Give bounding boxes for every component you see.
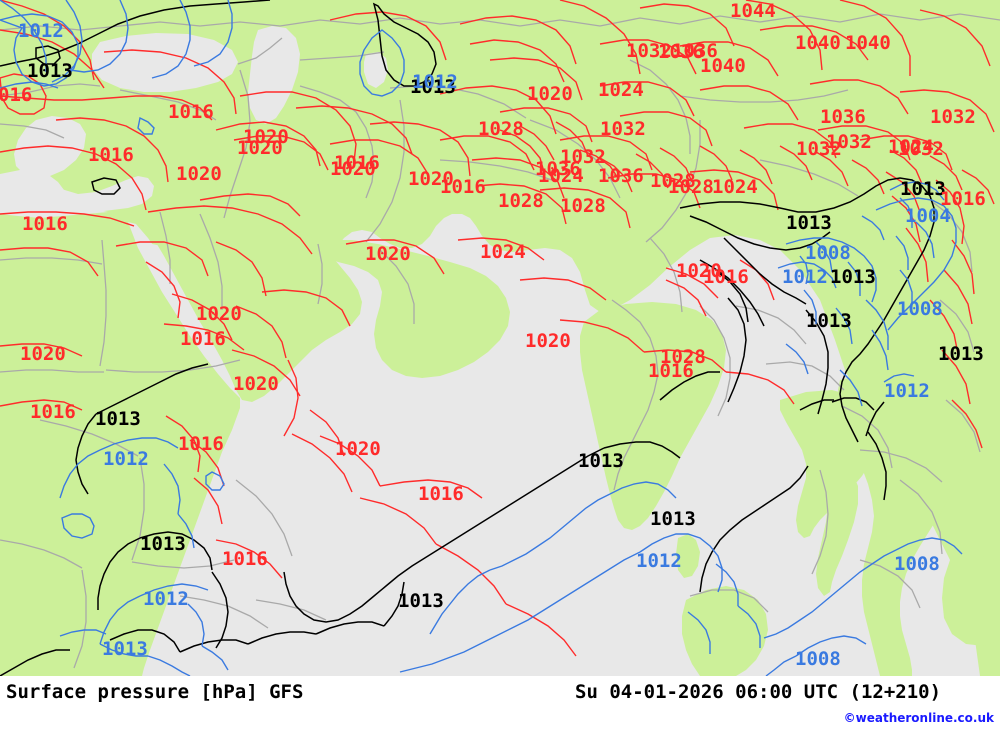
country-borders-layer [0, 13, 1000, 669]
isobar-label-1016-57: 1016 [180, 328, 226, 350]
isobar-label-1036-34: 1036 [598, 165, 644, 187]
isobar-label-1020-62: 1020 [335, 438, 381, 460]
isobar-label-1040-16: 1040 [845, 32, 891, 54]
isobar-label-1020-21: 1020 [237, 137, 283, 159]
isobar-label-1020-58: 1020 [233, 373, 279, 395]
isobar-label-1020-5: 1020 [243, 126, 289, 148]
isobar-label-1020-61: 1020 [525, 330, 571, 352]
isobar-label-1024-60: 1024 [480, 241, 526, 263]
isobar-label-1040-17: 1040 [700, 55, 746, 77]
isobar-label-1013-45: 1013 [786, 212, 832, 234]
isobars-1013-layer [0, 0, 935, 676]
isobar-label-1013-8: 1013 [410, 76, 456, 98]
isobar-label-1013-74: 1013 [650, 508, 696, 530]
isobar-label-1020-23: 1020 [330, 158, 376, 180]
isobar-label-1016-54: 1016 [648, 360, 694, 382]
isobar-label-1012-55: 1012 [884, 380, 930, 402]
isobar-label-1016-43: 1016 [940, 188, 986, 210]
isobar-label-1020-64: 1020 [20, 343, 66, 365]
isobar-label-1020-52: 1020 [676, 260, 722, 282]
isobar-label-1032-31: 1032 [600, 118, 646, 140]
isobar-label-1012-67: 1012 [103, 448, 149, 470]
isobar-label-1013-1: 1013 [27, 60, 73, 82]
isobar-label-1044-14: 1044 [730, 0, 776, 22]
isobar-label-1012-47: 1012 [782, 266, 828, 288]
isobar-label-1016-63: 1016 [418, 483, 464, 505]
isobar-label-1008-49: 1008 [897, 298, 943, 320]
isobar-label-1016-4: 1016 [88, 144, 134, 166]
isobar-label-1040-15: 1040 [795, 32, 841, 54]
isobar-label-1036-19: 1036 [820, 106, 866, 128]
isobar-label-1016-71: 1016 [222, 548, 268, 570]
isobar-label-1013-50: 1013 [806, 310, 852, 332]
isobar-label-1016-3: 1016 [168, 101, 214, 123]
isobar-label-1036-18: 1036 [658, 41, 704, 63]
isobar-label-1016-68: 1016 [178, 433, 224, 455]
isobar-label-1016-22: 1016 [334, 152, 380, 174]
isobar-label-1028-28: 1028 [668, 176, 714, 198]
isobar-label-1032-32: 1032 [560, 146, 606, 168]
isobar-label-1028-30: 1028 [478, 118, 524, 140]
isobar-label-1024-33: 1024 [538, 165, 584, 187]
isobar-label-1020-56: 1020 [196, 303, 242, 325]
isobar-label-1012-0: 1012 [18, 20, 64, 42]
isobar-label-1008-46: 1008 [805, 242, 851, 264]
isobar-label-016-2: 016 [0, 84, 33, 106]
isobar-label-1024-36: 1024 [888, 136, 934, 158]
isobar-label-1032-37: 1032 [898, 138, 944, 160]
isobar-label-1012-70: 1012 [143, 588, 189, 610]
isobar-label-1020-59: 1020 [365, 243, 411, 265]
isobar-label-1012-9: 1012 [412, 71, 458, 93]
isobar-label-1016-25: 1016 [440, 176, 486, 198]
isobar-label-1013-51: 1013 [938, 343, 984, 365]
landmass-layer [0, 0, 1000, 676]
map-canvas [0, 0, 1000, 676]
isobar-label-1008-78: 1008 [795, 648, 841, 670]
isobar-label-1032-38: 1032 [796, 138, 842, 160]
isobar-label-1012-75: 1012 [636, 550, 682, 572]
isobar-label-1032-20: 1032 [930, 106, 976, 128]
copyright-label: ©weatheronline.co.uk [843, 711, 994, 725]
isobar-label-1016-65: 1016 [30, 401, 76, 423]
isobar-label-1013-73: 1013 [578, 450, 624, 472]
isobar-label-1004-44: 1004 [905, 205, 951, 227]
isobars-low-layer [0, 0, 963, 676]
isobar-label-1028-26: 1028 [498, 190, 544, 212]
isobar-label-1024-11: 1024 [598, 79, 644, 101]
isobar-label-1036-13: 1036 [672, 40, 718, 62]
isobar-label-1008-77: 1008 [894, 553, 940, 575]
isobar-label-1013-66: 1013 [95, 408, 141, 430]
pressure-contour-map[interactable]: 1012 1013 016 1016 1016 1020 1020 1016 1013 1012 1… [0, 0, 1000, 676]
isobar-label-1024-29: 1024 [712, 176, 758, 198]
isobar-label-1028-39: 1028 [650, 170, 696, 192]
isobar-label-1032-12: 1032 [626, 40, 672, 62]
isobar-label-1028-41: 1028 [660, 346, 706, 368]
isobar-label-1013-72: 1013 [102, 638, 148, 660]
isobar-label-1028-27: 1028 [560, 195, 606, 217]
footer-parameter-label: Surface pressure [hPa] GFS [6, 681, 304, 703]
isobar-label-1020-24: 1020 [408, 168, 454, 190]
isobar-label-1020-10: 1020 [527, 83, 573, 105]
isobar-label-1032-35: 1032 [826, 131, 872, 153]
footer-valid-time-label: Su 04-01-2026 06:00 UTC (12+210) [575, 681, 942, 703]
isobar-label-1013-42: 1013 [900, 178, 946, 200]
isobar-label-1016-53: 1016 [703, 266, 749, 288]
isobar-label-1013-76: 1013 [398, 590, 444, 612]
isobar-label-1013-69: 1013 [140, 533, 186, 555]
isobar-label-1013-48: 1013 [830, 266, 876, 288]
map-footer: Surface pressure [hPa] GFS Su 04-01-2026… [0, 676, 1000, 733]
isobar-label-1016-7: 1016 [22, 213, 68, 235]
isobar-label-1020-6: 1020 [176, 163, 222, 185]
isobar-label-1036-40: 1036 [535, 158, 581, 180]
